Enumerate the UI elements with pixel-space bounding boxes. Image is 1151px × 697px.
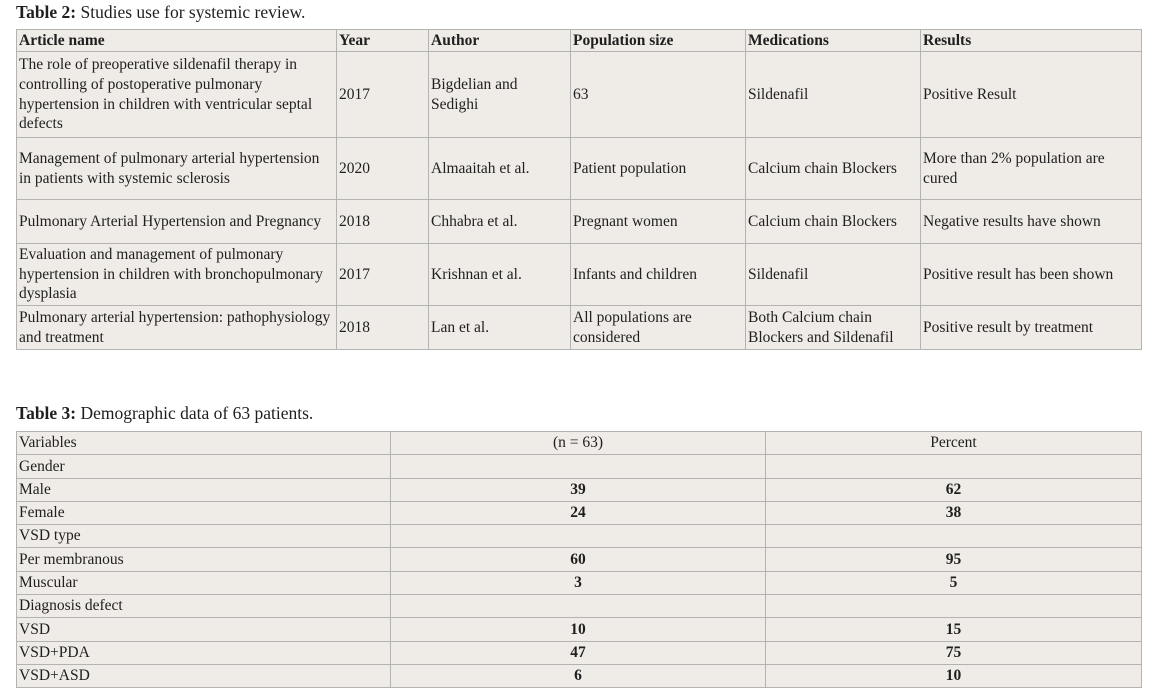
header-variables: Variables (16, 430, 391, 456)
table2-title: Studies use for systemic review. (76, 2, 306, 22)
table-row: Per membranous 60 95 (16, 547, 1142, 572)
cell-variable: Gender (16, 454, 391, 479)
header-medications: Medications (745, 29, 921, 52)
table-row: Muscular 3 5 (16, 570, 1142, 596)
cell-variable: Female (16, 500, 391, 526)
cell-count: 24 (390, 500, 766, 526)
cell-author: Bigdelian and Sedighi (428, 51, 571, 138)
table3-label: Table 3: (16, 403, 77, 423)
cell-count: 10 (390, 617, 766, 642)
cell-count: 39 (390, 477, 766, 502)
header-n: (n = 63) (390, 430, 766, 456)
cell-year: 2018 (336, 305, 429, 350)
cell-variable: VSD+ASD (16, 663, 391, 689)
table-row: Management of pulmonary arterial hyperte… (16, 137, 1142, 200)
cell-results: Negative results have shown (920, 199, 1142, 244)
table-row: Female 24 38 (16, 500, 1142, 526)
cell-count: 60 (390, 547, 766, 572)
cell-medications: Calcium chain Blockers (745, 199, 921, 244)
table-row: Evaluation and management of pulmonary h… (16, 243, 1142, 306)
cell-percent (765, 594, 1142, 619)
cell-results: Positive result by treatment (920, 305, 1142, 350)
cell-population-size: All populations are considered (570, 305, 746, 350)
table3-header-row: Variables (n = 63) Percent (16, 430, 1142, 456)
cell-results: Positive Result (920, 51, 1142, 138)
cell-year: 2018 (336, 199, 429, 244)
table-row: The role of preoperative sildenafil ther… (16, 51, 1142, 138)
demographic-table: Variables (n = 63) Percent Gender Male 3… (16, 430, 1142, 689)
cell-year: 2020 (336, 137, 429, 200)
cell-results: More than 2% population are cured (920, 137, 1142, 200)
header-percent: Percent (765, 430, 1142, 456)
table2-caption: Table 2: Studies use for systemic review… (16, 2, 305, 22)
header-article-name: Article name (16, 29, 337, 52)
cell-medications: Sildenafil (745, 243, 921, 306)
table-row: Gender (16, 454, 1142, 479)
table2-label: Table 2: (16, 2, 77, 22)
cell-results: Positive result has been shown (920, 243, 1142, 306)
cell-author: Almaaitah et al. (428, 137, 571, 200)
cell-medications: Sildenafil (745, 51, 921, 138)
table-row: Pulmonary Arterial Hypertension and Preg… (16, 199, 1142, 244)
cell-count: 3 (390, 570, 766, 596)
table-row: VSD 10 15 (16, 617, 1142, 642)
cell-percent: 5 (765, 570, 1142, 596)
cell-percent (765, 454, 1142, 479)
cell-percent (765, 524, 1142, 549)
cell-author: Lan et al. (428, 305, 571, 350)
table2-header-row: Article name Year Author Population size… (16, 29, 1142, 52)
table-row: VSD type (16, 524, 1142, 549)
cell-article-name: Management of pulmonary arterial hyperte… (16, 137, 337, 200)
cell-variable: VSD type (16, 524, 391, 549)
header-year: Year (336, 29, 429, 52)
cell-article-name: The role of preoperative sildenafil ther… (16, 51, 337, 138)
cell-variable: VSD (16, 617, 391, 642)
cell-percent: 75 (765, 640, 1142, 665)
studies-table: Article name Year Author Population size… (16, 29, 1142, 350)
cell-medications: Calcium chain Blockers (745, 137, 921, 200)
header-results: Results (920, 29, 1142, 52)
cell-population-size: Patient population (570, 137, 746, 200)
table-row: VSD+ASD 6 10 (16, 663, 1142, 689)
table-row: Male 39 62 (16, 477, 1142, 502)
cell-population-size: Pregnant women (570, 199, 746, 244)
header-author: Author (428, 29, 571, 52)
cell-variable: Male (16, 477, 391, 502)
table-row: VSD+PDA 47 75 (16, 640, 1142, 665)
cell-percent: 38 (765, 500, 1142, 526)
cell-variable: VSD+PDA (16, 640, 391, 665)
cell-variable: Per membranous (16, 547, 391, 572)
table3-title: Demographic data of 63 patients. (76, 403, 314, 423)
cell-percent: 62 (765, 477, 1142, 502)
cell-percent: 10 (765, 663, 1142, 689)
cell-count (390, 594, 766, 619)
table3-caption: Table 3: Demographic data of 63 patients… (16, 403, 313, 423)
cell-author: Chhabra et al. (428, 199, 571, 244)
table-row: Pulmonary arterial hypertension: pathoph… (16, 305, 1142, 350)
cell-article-name: Pulmonary Arterial Hypertension and Preg… (16, 199, 337, 244)
cell-article-name: Pulmonary arterial hypertension: pathoph… (16, 305, 337, 350)
cell-count (390, 454, 766, 479)
cell-population-size: Infants and children (570, 243, 746, 306)
cell-medications: Both Calcium chain Blockers and Sildenaf… (745, 305, 921, 350)
cell-year: 2017 (336, 243, 429, 306)
cell-count: 6 (390, 663, 766, 689)
cell-variable: Diagnosis defect (16, 594, 391, 619)
cell-variable: Muscular (16, 570, 391, 596)
cell-count: 47 (390, 640, 766, 665)
cell-percent: 15 (765, 617, 1142, 642)
table-row: Diagnosis defect (16, 594, 1142, 619)
cell-percent: 95 (765, 547, 1142, 572)
cell-year: 2017 (336, 51, 429, 138)
cell-author: Krishnan et al. (428, 243, 571, 306)
cell-count (390, 524, 766, 549)
cell-population-size: 63 (570, 51, 746, 138)
cell-article-name: Evaluation and management of pulmonary h… (16, 243, 337, 306)
header-population-size: Population size (570, 29, 746, 52)
